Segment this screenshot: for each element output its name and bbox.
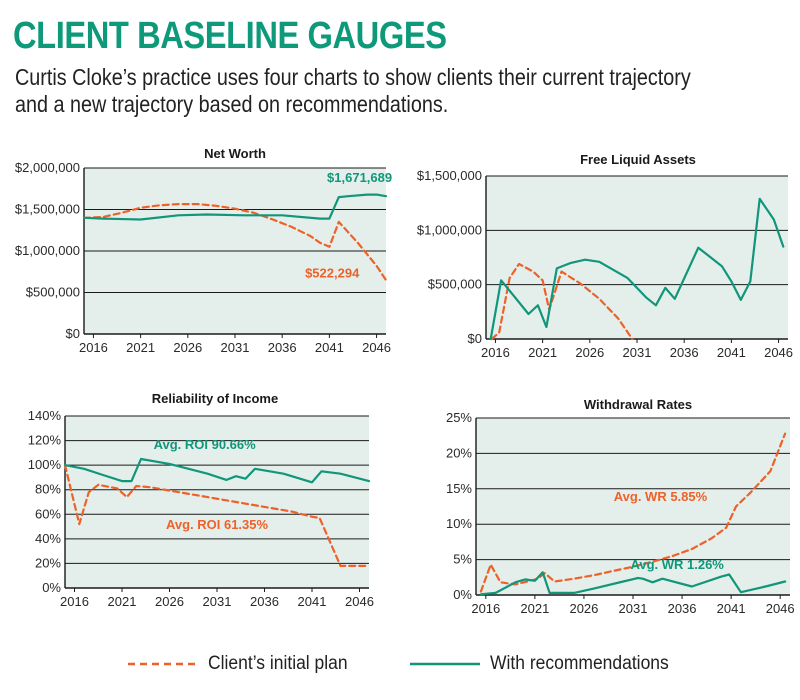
chart-title: Net Worth <box>204 146 266 161</box>
legend: Client’s initial plan With recommendatio… <box>0 645 800 685</box>
y-tick-label: 120% <box>28 433 62 448</box>
plot-area <box>476 418 790 595</box>
series-line-recommended <box>489 197 785 341</box>
x-tick-label: 2026 <box>155 594 184 609</box>
legend-solid-line-icon <box>410 662 480 666</box>
chart-free-liquid-assets: Free Liquid Assets $0 $500,000 $1,000,000 $1… <box>417 152 793 360</box>
y-tick-label: 60% <box>35 506 61 521</box>
x-tick-label: 2036 <box>268 340 297 355</box>
plot-area <box>65 416 369 588</box>
annotation-initial: Avg. WR 5.85% <box>614 489 708 504</box>
subtitle-line-2: and a new trajectory based on recommenda… <box>15 91 449 117</box>
annotation-initial: $522,294 <box>305 266 360 281</box>
x-tick-label: 2041 <box>717 345 746 360</box>
y-tick-label: $0 <box>468 331 482 346</box>
y-tick-label: 0% <box>453 587 472 602</box>
page-title: CLIENT BASELINE GAUGES <box>13 15 447 57</box>
chart-net-worth: Net Worth $0 $500,000 $1,000,000 $1,500,000 $… <box>15 146 392 355</box>
series-line-recommended <box>63 457 371 484</box>
annotation-recommended: $1,671,689 <box>327 170 392 185</box>
y-tick-label: $1,500,000 <box>15 202 80 217</box>
chart-withdrawal-rates: Withdrawal Rates 0% 5% 10% 15% 20% 25% 2016 2021… <box>446 397 795 616</box>
y-tick-label: $500,000 <box>26 285 80 300</box>
x-tick-label: 2046 <box>764 345 793 360</box>
x-tick-label: 2036 <box>668 601 697 616</box>
y-tick-label: $2,000,000 <box>15 160 80 175</box>
chart-reliability-of-income: Reliability of Income 0% 20% 40% 60% 80% 100% 1… <box>28 391 374 609</box>
x-tick-label: 2036 <box>250 594 279 609</box>
x-tick-label: 2031 <box>623 345 652 360</box>
y-tick-label: 40% <box>35 531 61 546</box>
series-line-recommended <box>479 571 787 596</box>
y-tick-label: $1,000,000 <box>15 243 80 258</box>
y-tick-label: 5% <box>453 552 472 567</box>
x-tick-label: 2026 <box>575 345 604 360</box>
y-tick-label: 15% <box>446 481 472 496</box>
legend-item-recommended: With recommendations <box>410 653 684 675</box>
x-tick-label: 2041 <box>315 340 344 355</box>
legend-dashed-line-icon <box>128 662 198 666</box>
y-tick-label: 100% <box>28 457 62 472</box>
y-tick-label: $0 <box>66 326 80 341</box>
chart-title: Withdrawal Rates <box>584 397 692 412</box>
y-tick-label: 20% <box>35 555 61 570</box>
y-tick-label: $1,500,000 <box>417 168 482 183</box>
legend-label-initial: Client’s initial plan <box>208 653 348 674</box>
x-tick-label: 2041 <box>717 601 746 616</box>
y-tick-label: 80% <box>35 482 61 497</box>
x-tick-label: 2016 <box>471 601 500 616</box>
x-tick-label: 2031 <box>221 340 250 355</box>
x-tick-label: 2016 <box>60 594 89 609</box>
chart-title: Free Liquid Assets <box>580 152 696 167</box>
y-tick-label: $1,000,000 <box>417 222 482 237</box>
x-tick-label: 2021 <box>520 601 549 616</box>
y-tick-label: 10% <box>446 516 472 531</box>
y-tick-label: 140% <box>28 408 62 423</box>
legend-item-initial: Client’s initial plan <box>128 653 360 675</box>
x-tick-label: 2016 <box>481 345 510 360</box>
y-tick-label: 0% <box>42 580 61 595</box>
annotation-recommended: Avg. ROI 90.66% <box>154 437 257 452</box>
x-tick-label: 2031 <box>619 601 648 616</box>
x-tick-label: 2046 <box>345 594 374 609</box>
x-tick-label: 2021 <box>126 340 155 355</box>
series-line-recommended <box>82 193 388 221</box>
x-tick-label: 2026 <box>569 601 598 616</box>
series-line-initial <box>479 432 787 593</box>
y-tick-label: 25% <box>446 410 472 425</box>
x-tick-label: 2041 <box>298 594 327 609</box>
annotation-recommended: Avg. WR 1.26% <box>630 557 724 572</box>
y-tick-label: $500,000 <box>428 277 482 292</box>
x-tick-label: 2046 <box>766 601 795 616</box>
annotation-initial: Avg. ROI 61.35% <box>166 517 269 532</box>
x-tick-label: 2031 <box>203 594 232 609</box>
page-subtitle: Curtis Cloke’s practice uses four charts… <box>15 64 789 118</box>
x-tick-label: 2016 <box>79 340 108 355</box>
plot-area <box>486 176 788 339</box>
chart-title: Reliability of Income <box>152 391 278 406</box>
series-line-initial <box>63 464 371 568</box>
legend-label-recommended: With recommendations <box>490 653 669 674</box>
series-line-initial <box>82 203 388 282</box>
y-tick-label: 20% <box>446 445 472 460</box>
x-tick-label: 2036 <box>670 345 699 360</box>
x-tick-label: 2046 <box>362 340 391 355</box>
x-tick-label: 2026 <box>173 340 202 355</box>
x-tick-label: 2021 <box>528 345 557 360</box>
subtitle-line-1: Curtis Cloke’s practice uses four charts… <box>15 64 691 90</box>
x-tick-label: 2021 <box>108 594 137 609</box>
